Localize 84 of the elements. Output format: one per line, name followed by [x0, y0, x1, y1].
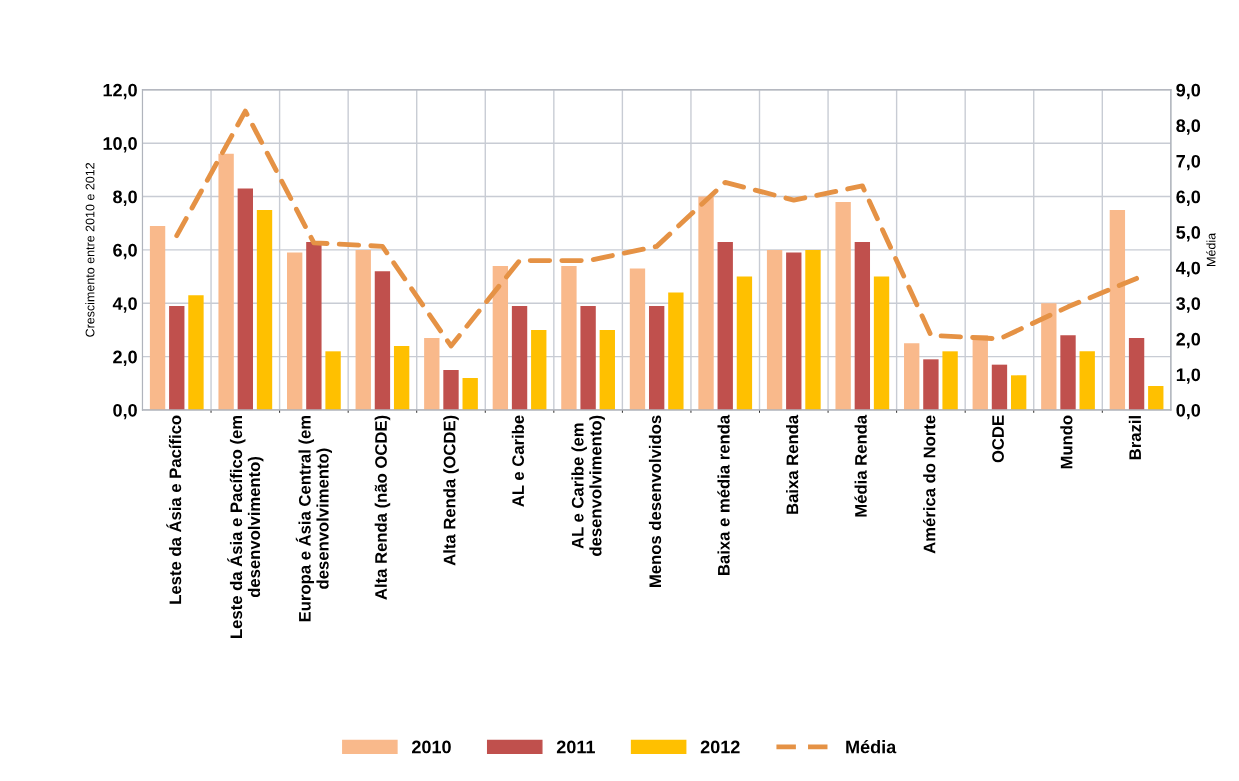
x-tick-label: AL e Caribe (em desenvolvimento): [571, 415, 605, 556]
x-tick-label: Alta Renda (OCDE): [443, 415, 459, 566]
bar: [580, 305, 596, 411]
y2-tick-label: 3,0: [1176, 297, 1201, 313]
bar: [1109, 209, 1126, 411]
bar: [766, 249, 783, 411]
y-tick-label: 2,0: [113, 350, 137, 366]
y-tick-label: 8,0: [113, 190, 137, 206]
y2-tick-label: 5,0: [1176, 226, 1201, 242]
bar: [923, 359, 939, 411]
y2-tick-label: 7,0: [1176, 154, 1201, 171]
bar: [1128, 337, 1145, 411]
y2-tick-label: 1,0: [1176, 368, 1201, 384]
x-tick-label: Menos desenvolvidos: [648, 415, 662, 587]
bar: [355, 249, 371, 411]
bar: [904, 343, 920, 411]
bar: [873, 276, 890, 411]
line-series: [174, 108, 1140, 349]
bar: [629, 268, 646, 411]
bar: [325, 351, 341, 411]
bar: [443, 370, 459, 411]
x-tick-label: Brazil: [1128, 416, 1142, 460]
y2-tick-label: 0,0: [1176, 403, 1201, 420]
y2-tick-label: 6,0: [1176, 190, 1201, 206]
x-tick-label: OCDE: [992, 415, 1004, 463]
bar: [237, 188, 253, 411]
legend-label: 2010: [412, 740, 451, 754]
bar: [424, 337, 440, 411]
x-tick-label: Leste da Ásia e Pacífico (em desenvolvimento): [227, 415, 264, 638]
bar: [256, 209, 273, 411]
legend-label: 2011: [556, 740, 595, 754]
y-tick-label: 10,0: [103, 137, 137, 153]
legend-label: Média: [846, 739, 897, 754]
bar: [1010, 375, 1027, 411]
bar: [599, 329, 615, 411]
y-axis-title: Crescimento entre 2010 e 2012: [85, 162, 95, 337]
x-tick-label: Média Renda: [854, 414, 867, 517]
bar: [374, 271, 391, 411]
bar: [991, 364, 1008, 411]
bar: [531, 329, 547, 411]
bar: [786, 252, 802, 411]
x-tick-label: Alta Renda (não OCDE): [374, 415, 391, 600]
bar: [1041, 303, 1057, 411]
bar: [698, 196, 714, 411]
y-tick-label: 12,0: [103, 83, 137, 100]
bar: [169, 305, 185, 411]
bar: [942, 351, 958, 411]
bar: [492, 265, 509, 411]
bar: [393, 345, 410, 411]
bar: [511, 305, 528, 411]
bar: [1079, 351, 1095, 411]
bar: [188, 295, 204, 411]
y2-tick-label: 2,0: [1176, 332, 1201, 349]
x-tick-label: América do Norte: [922, 415, 936, 554]
y2-tick-label: 4,0: [1175, 261, 1201, 278]
bar: [149, 225, 166, 411]
bar: [306, 241, 322, 411]
bar: [736, 276, 753, 411]
bar: [835, 201, 851, 411]
bar: [717, 241, 733, 411]
x-tick-label: Europa e Ásia Central (em desenvolvimento): [295, 415, 332, 622]
bar: [218, 153, 234, 411]
y-tick-label: 4,0: [112, 297, 137, 313]
bar: [287, 252, 303, 411]
bar: [972, 335, 988, 411]
bar: [462, 378, 478, 411]
x-tick-label: Leste da Ásia e Pacífico: [166, 415, 182, 604]
x-tick-label: Baixa Renda: [786, 414, 799, 514]
bar: [854, 241, 871, 411]
bar: [561, 265, 577, 411]
bar: [648, 305, 665, 411]
bar: [668, 292, 684, 411]
x-tick-label: AL e Caribe: [511, 415, 525, 507]
bar: [805, 249, 821, 411]
y2-tick-label: 8,0: [1176, 119, 1201, 135]
y2-tick-label: 9,0: [1176, 83, 1201, 100]
y-tick-label: 0,0: [113, 403, 137, 420]
y-tick-label: 6,0: [113, 243, 137, 260]
x-tick-label: Baixa e média renda: [717, 414, 730, 575]
bar: [1148, 386, 1164, 411]
legend-label: 2012: [700, 740, 740, 754]
y2-axis-title: Média: [1206, 232, 1216, 266]
bar: [1060, 335, 1076, 411]
x-tick-label: Mundo: [1060, 415, 1073, 469]
